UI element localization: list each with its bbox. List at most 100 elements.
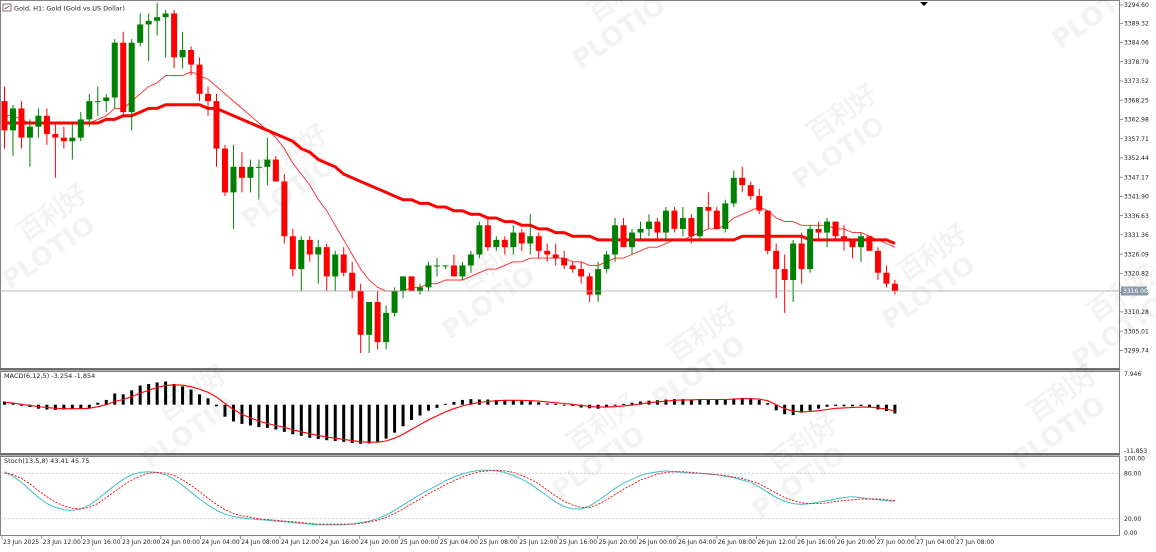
macd-histogram-bar [545, 403, 549, 405]
chart-shift-marker-icon[interactable] [920, 2, 928, 6]
price-series [0, 2, 1120, 354]
candle-body [874, 250, 881, 273]
macd-histogram-bar [664, 399, 668, 405]
ma-slow-line [4, 103, 896, 245]
time-axis-label: 27 Jun 00:00 [877, 539, 915, 546]
macd-histogram-bar [800, 404, 804, 413]
macd-histogram-bar [265, 404, 269, 428]
time-axis-label: 23 Jun 16:00 [82, 539, 120, 546]
macd-histogram-bar [291, 404, 295, 435]
macd-histogram-bar [460, 399, 464, 405]
price-axis-label: 3347.17 [1124, 174, 1149, 181]
macd-histogram-bar [469, 399, 473, 405]
candle-body [603, 254, 610, 270]
time-axis-label: 24 Jun 08:00 [241, 539, 279, 546]
candle-body [764, 210, 771, 251]
stoch-panel[interactable] [0, 456, 1120, 536]
candle-body [705, 207, 712, 211]
macd-histogram-bar [639, 401, 642, 405]
candle-body [247, 166, 254, 178]
candle-body [756, 196, 763, 211]
price-axis-label: 3336.63 [1124, 213, 1149, 220]
macd-histogram-bar [198, 394, 202, 405]
time-axis-label: 26 Jun 00:00 [638, 539, 676, 546]
macd-histogram-bar [189, 389, 193, 405]
price-axis-label: 3320.82 [1124, 271, 1149, 278]
candle-body [374, 301, 381, 343]
candle-body [289, 236, 296, 270]
candle-body [120, 42, 127, 113]
macd-histogram-bar [3, 401, 6, 405]
price-axis-label: 3310.28 [1124, 309, 1149, 316]
macd-histogram-bar [757, 399, 761, 405]
current-price-label: 3316.00 [1123, 288, 1148, 295]
macd-histogram-bar [579, 404, 583, 408]
macd-histogram-bar [257, 404, 261, 428]
time-axis-label: 27 Jun 08:00 [956, 539, 994, 546]
macd-histogram-bar [622, 403, 626, 405]
macd-histogram-bar [282, 404, 286, 432]
candle-body [323, 247, 330, 277]
macd-histogram-bar [562, 404, 566, 406]
candle-body [357, 290, 364, 335]
macd-histogram-bar [11, 403, 15, 405]
time-axis-label: 25 Jun 04:00 [440, 539, 478, 546]
macd-histogram-bar [732, 398, 736, 405]
candle-body [43, 115, 50, 134]
candle-body [773, 250, 780, 270]
time-axis-label: 27 Jun 04:00 [916, 539, 954, 546]
macd-histogram-bar [248, 404, 252, 426]
candle-body [544, 250, 551, 255]
macd-histogram-bar [672, 399, 676, 405]
candle-body [391, 290, 398, 313]
macd-histogram-bar [486, 399, 490, 405]
price-axis-label: 3331.36 [1124, 232, 1149, 239]
stoch-axis-label: 80.00 [1124, 470, 1141, 477]
candle-body [790, 243, 797, 281]
time-axis-label: 26 Jun 04:00 [678, 539, 716, 546]
candle-body [662, 210, 669, 233]
macd-histogram-bar [223, 404, 227, 417]
macd-histogram-bar [164, 381, 168, 405]
macd-histogram-bar [172, 383, 176, 405]
candle-body [459, 265, 466, 277]
candle-body [832, 221, 839, 237]
ma-fast-line [4, 71, 896, 292]
stoch-series [0, 469, 1120, 526]
macd-histogram-bar [62, 404, 66, 410]
macd-histogram-bar [181, 386, 185, 405]
macd-histogram-bar [630, 402, 634, 405]
macd-histogram-bar [791, 404, 795, 416]
time-axis-label: 23 Jun 12:00 [43, 539, 81, 546]
stoch-axis-label: 100.00 [1124, 456, 1145, 463]
candle-body [145, 20, 152, 25]
price-panel[interactable] [0, 0, 1120, 369]
stoch-signal-line [4, 469, 895, 525]
macd-histogram-bar [384, 404, 388, 439]
macd-histogram-bar [681, 399, 685, 405]
candle-body [408, 276, 415, 291]
candle-body [824, 221, 831, 233]
time-axis-label: 26 Jun 08:00 [718, 539, 756, 546]
candle-body [891, 283, 898, 291]
candle-body [86, 101, 93, 120]
candle-body [781, 269, 788, 281]
candle-body [137, 24, 144, 43]
macd-histogram-bar [155, 382, 159, 405]
candle-body [493, 239, 500, 248]
macd-histogram-bar [376, 404, 380, 442]
macd-signal-line [4, 384, 896, 443]
candle-body [425, 265, 432, 288]
macd-histogram-bar [698, 399, 702, 405]
candle-body [188, 50, 195, 65]
candle-body [128, 42, 135, 113]
price-axis-label: 3299.74 [1124, 348, 1149, 355]
macd-panel[interactable] [0, 371, 1120, 454]
candle-body [213, 101, 220, 149]
macd-histogram-bar [884, 404, 888, 412]
candle-body [484, 225, 491, 248]
candle-body [340, 254, 347, 273]
time-axis-label: 24 Jun 00:00 [162, 539, 200, 546]
candle-body [433, 265, 440, 267]
candle-body [162, 13, 169, 18]
